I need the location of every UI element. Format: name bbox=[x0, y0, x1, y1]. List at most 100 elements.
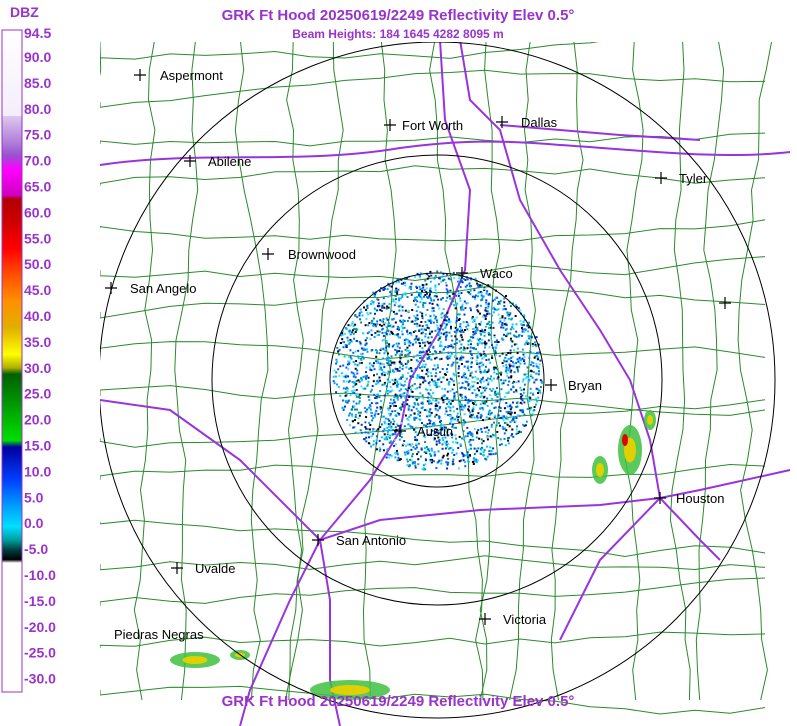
city-marker bbox=[655, 172, 667, 184]
echo bbox=[479, 395, 482, 398]
echo bbox=[448, 381, 451, 383]
echo bbox=[466, 284, 469, 287]
echo bbox=[516, 347, 519, 350]
echo bbox=[344, 327, 347, 329]
echo bbox=[385, 307, 388, 310]
echo bbox=[408, 351, 411, 354]
echo bbox=[391, 433, 394, 436]
echo bbox=[449, 402, 452, 405]
echo bbox=[479, 415, 482, 418]
county-line bbox=[100, 555, 766, 571]
echo bbox=[424, 335, 427, 338]
echo bbox=[421, 325, 424, 328]
echo bbox=[383, 381, 386, 384]
echo bbox=[384, 322, 387, 325]
echo bbox=[436, 385, 439, 388]
echo bbox=[516, 366, 519, 369]
echo bbox=[411, 426, 414, 429]
echo bbox=[460, 393, 463, 396]
echo bbox=[439, 371, 442, 374]
echo bbox=[489, 377, 492, 380]
echo bbox=[492, 447, 495, 450]
echo bbox=[364, 344, 367, 347]
echo bbox=[424, 463, 427, 466]
echo bbox=[449, 409, 452, 412]
echo bbox=[401, 309, 404, 312]
echo bbox=[356, 408, 358, 411]
echo bbox=[484, 371, 487, 374]
echo bbox=[468, 339, 471, 342]
echo bbox=[427, 375, 430, 378]
echo bbox=[387, 322, 390, 325]
echo bbox=[419, 366, 421, 369]
echo bbox=[529, 387, 532, 390]
echo bbox=[427, 434, 430, 436]
echo bbox=[419, 288, 422, 291]
echo bbox=[407, 372, 410, 374]
echo bbox=[373, 336, 376, 338]
echo bbox=[471, 357, 474, 360]
echo bbox=[400, 282, 403, 285]
echo bbox=[376, 402, 379, 405]
echo bbox=[469, 293, 472, 296]
echo bbox=[339, 334, 342, 337]
echo bbox=[433, 451, 436, 454]
echo bbox=[527, 370, 530, 373]
county-line bbox=[285, 42, 304, 701]
echo bbox=[511, 433, 514, 436]
echo bbox=[398, 326, 401, 329]
echo bbox=[515, 343, 518, 346]
echo bbox=[391, 361, 394, 364]
city-label: Tyler bbox=[679, 171, 708, 186]
echo bbox=[345, 366, 348, 369]
echo bbox=[433, 380, 436, 383]
echo bbox=[396, 384, 399, 387]
echo bbox=[416, 387, 419, 390]
county-line bbox=[100, 256, 766, 282]
echo bbox=[519, 401, 522, 404]
echo bbox=[411, 443, 414, 446]
echo bbox=[434, 437, 436, 440]
echo bbox=[402, 323, 404, 326]
echo bbox=[468, 400, 471, 403]
echo bbox=[476, 344, 479, 347]
echo bbox=[457, 447, 460, 449]
echo bbox=[416, 397, 419, 400]
echo bbox=[419, 411, 422, 414]
echo bbox=[448, 295, 451, 298]
echo bbox=[425, 446, 428, 448]
echo bbox=[355, 340, 358, 342]
echo bbox=[338, 348, 341, 351]
echo bbox=[410, 285, 413, 288]
echo bbox=[357, 422, 360, 425]
echo bbox=[357, 411, 360, 414]
echo bbox=[447, 345, 450, 348]
echo bbox=[445, 334, 448, 337]
echo bbox=[448, 318, 450, 321]
echo bbox=[446, 292, 449, 295]
echo bbox=[467, 408, 470, 411]
echo bbox=[479, 379, 482, 382]
echo bbox=[452, 423, 454, 426]
echo bbox=[446, 397, 449, 400]
echo bbox=[419, 311, 422, 314]
echo bbox=[480, 378, 483, 381]
echo bbox=[481, 282, 484, 285]
echo bbox=[473, 457, 476, 460]
echo bbox=[462, 405, 465, 408]
echo bbox=[458, 421, 461, 424]
echo bbox=[360, 361, 363, 364]
echo bbox=[372, 301, 375, 304]
echo bbox=[375, 448, 378, 451]
echo bbox=[431, 307, 434, 310]
echo bbox=[385, 346, 388, 349]
echo bbox=[479, 332, 482, 335]
echo bbox=[448, 401, 450, 403]
echo bbox=[471, 320, 474, 323]
echo bbox=[421, 394, 424, 397]
echo bbox=[470, 385, 473, 388]
echo bbox=[411, 390, 414, 393]
echo bbox=[531, 344, 534, 347]
echo bbox=[399, 297, 402, 300]
echo bbox=[376, 334, 379, 336]
